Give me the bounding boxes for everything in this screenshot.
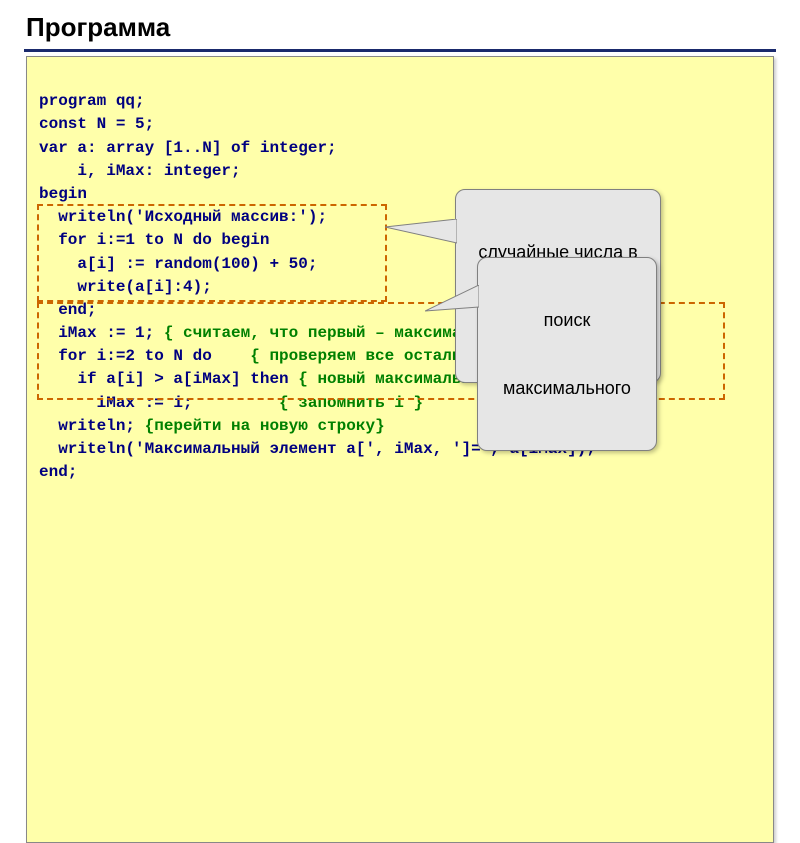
- code-line: var a: array [1..N] of integer;: [39, 139, 337, 157]
- callout-line: максимального: [490, 377, 644, 400]
- code-line: writeln;: [39, 417, 145, 435]
- callout-line: поиск: [490, 309, 644, 332]
- page-title: Программа: [0, 0, 800, 49]
- code-line: begin: [39, 185, 87, 203]
- callout-find-max: поиск максимального: [477, 257, 657, 451]
- callout-pointer-icon: [425, 285, 479, 315]
- code-block: program qq; const N = 5; var a: array [1…: [26, 56, 774, 843]
- code-comment: {перейти на новую строку}: [145, 417, 385, 435]
- title-divider: [24, 49, 776, 52]
- code-line: program qq;: [39, 92, 145, 110]
- highlight-box-random: [37, 204, 387, 302]
- code-line: const N = 5;: [39, 115, 154, 133]
- code-line: end;: [39, 463, 77, 481]
- code-line: i, iMax: integer;: [39, 162, 241, 180]
- callout-pointer-icon: [385, 219, 457, 249]
